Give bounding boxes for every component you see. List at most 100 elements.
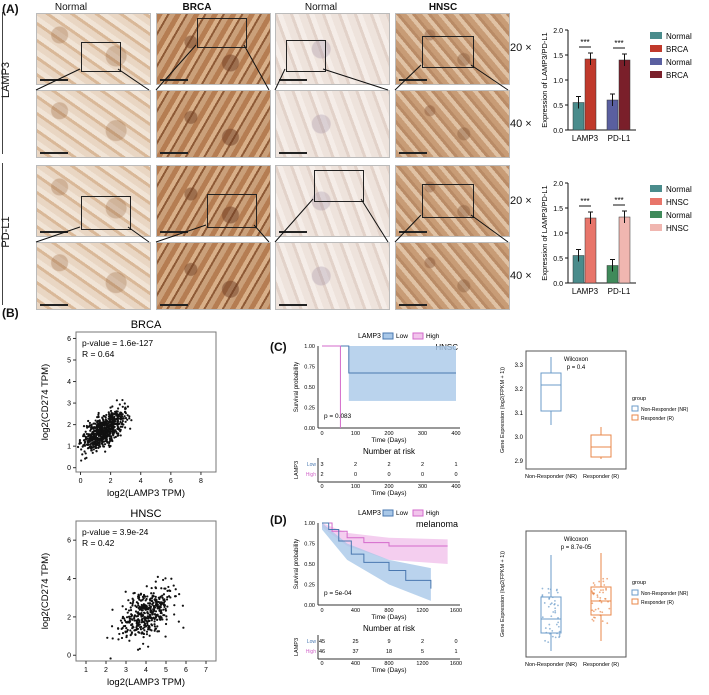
data-point <box>596 596 599 598</box>
y-tick-label: 0.25 <box>304 583 315 589</box>
scatter-point <box>94 419 97 422</box>
scatter-point <box>102 437 105 440</box>
p-value: p = 8.7e-05 <box>561 545 592 551</box>
scatter-point <box>162 598 165 601</box>
risk-count: 0 <box>454 472 457 478</box>
scatter-point <box>153 629 156 632</box>
scatter-point <box>151 594 154 597</box>
scatter-point <box>121 425 124 428</box>
y-tick-label: 3.2 <box>515 387 524 393</box>
scatter-point <box>129 427 132 430</box>
scatter-point <box>149 615 152 618</box>
scatter-point <box>122 417 125 420</box>
scatter-point <box>109 406 112 409</box>
scatter-point <box>111 608 114 611</box>
scatter-point <box>150 586 153 590</box>
data-point <box>554 636 557 639</box>
scatter-point <box>110 625 114 628</box>
legend-swatch-high <box>412 509 424 517</box>
scatter-point <box>136 648 140 651</box>
x-tick-label: Responder (R) <box>583 474 619 480</box>
scatter-point <box>110 436 113 439</box>
scatter-point <box>155 603 159 607</box>
scatter-point <box>129 601 132 605</box>
scatter-point <box>86 440 89 443</box>
scatter-point <box>101 416 104 419</box>
risk-row-label: Low <box>307 462 317 468</box>
ihc-image-pdl1-normal2-40x <box>275 242 390 310</box>
box-plot-hnsc: Wilcoxon p = 0.4 Gene Expression (log2(FPK… <box>500 350 689 480</box>
y-tick-label: 4 <box>67 576 71 583</box>
ihc-image-pdl1-normal2-20x <box>275 165 390 237</box>
scatter-point <box>136 611 140 614</box>
risk-x-tick-label: 0 <box>320 484 323 490</box>
data-point <box>594 608 597 611</box>
risk-y-axis-label: LAMP3 <box>294 638 300 656</box>
ihc-image-pdl1-brca-40x <box>156 242 271 310</box>
scatter-point <box>113 425 116 428</box>
ihc-image-lamp3-hnsc-20x <box>395 13 510 85</box>
scatter-point <box>164 609 168 612</box>
data-point <box>606 577 609 580</box>
data-point <box>548 591 550 594</box>
y-tick-label: 5 <box>67 358 71 365</box>
scatter-point <box>119 619 123 622</box>
data-point <box>591 618 594 621</box>
scatter-point <box>150 599 153 603</box>
risk-count: 3 <box>320 462 323 468</box>
scatter-point <box>143 612 146 615</box>
scatter-point <box>118 632 121 636</box>
scatter-point <box>182 626 185 629</box>
data-point <box>548 632 551 635</box>
scatter-point <box>102 445 105 448</box>
scatter-point <box>109 416 112 419</box>
scatter-point <box>116 413 119 416</box>
scatter-point <box>170 577 173 580</box>
data-point <box>548 598 551 600</box>
y-axis-label: Expression of LAMP3/PD-L1 <box>540 185 549 280</box>
scatter-point <box>116 407 120 410</box>
significance-marker: *** <box>614 39 623 48</box>
scatter-point <box>124 420 127 423</box>
risk-count: 2 <box>421 462 424 468</box>
scatter-point <box>87 446 90 449</box>
stat-annotation: R = 0.64 <box>82 349 115 359</box>
scatter-point <box>174 588 177 591</box>
scatter-point <box>181 604 184 607</box>
scatter-point <box>90 449 93 452</box>
data-point <box>591 602 594 605</box>
scatter-point <box>127 599 130 602</box>
scatter-point <box>120 636 124 640</box>
scatter-point <box>116 418 119 421</box>
y-tick-label: 2.0 <box>553 181 563 188</box>
x-tick-label: 2 <box>109 478 113 485</box>
scatter-point <box>78 440 81 444</box>
data-point <box>556 588 558 591</box>
data-point <box>597 607 600 610</box>
scatter-point <box>134 633 137 637</box>
scatter-point <box>135 605 138 609</box>
scatter-point <box>150 592 153 595</box>
x-tick-label: 0 <box>79 478 83 485</box>
scatter-point <box>147 628 150 631</box>
ihc-image-pdl1-normal-40x <box>36 242 151 310</box>
bar-brca-pd-l1 <box>618 59 631 131</box>
scatter-point <box>141 627 145 630</box>
y-axis-label: Survival probability <box>294 539 300 589</box>
scatter-point <box>121 422 124 425</box>
significance-marker: *** <box>614 196 623 205</box>
scatter-point <box>156 607 159 610</box>
scatter-point <box>136 624 139 627</box>
scatter-point <box>113 412 116 416</box>
column-header-normal-2: Normal <box>304 2 338 13</box>
scatter-point <box>135 626 138 629</box>
y-tick-label: 0 <box>67 465 71 472</box>
scatter-point <box>126 414 129 417</box>
scatter-point <box>107 444 110 447</box>
ihc-image-lamp3-normal2-40x <box>275 90 390 158</box>
risk-x-tick-label: 200 <box>384 484 393 490</box>
scatter-point <box>132 592 135 595</box>
scatter-point <box>89 443 92 446</box>
scatter-point <box>126 621 129 624</box>
scatter-point <box>94 426 97 430</box>
